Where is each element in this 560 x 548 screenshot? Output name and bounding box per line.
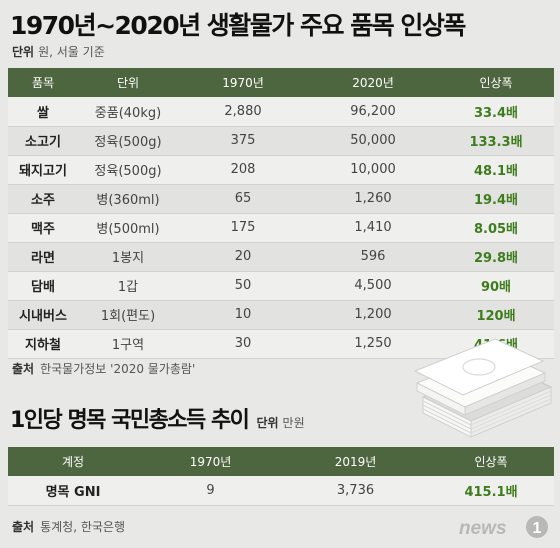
header-2020: 2020년	[308, 68, 438, 97]
source-note-gni: 출처 통계청, 한국은행	[12, 518, 125, 535]
row-1970: 30	[178, 329, 308, 359]
gni-table-header: 계정 1970년 2019년 인상폭	[8, 447, 554, 476]
table-row: 라면 1봉지 20 596 29.8배	[8, 242, 554, 272]
table-row: 돼지고기 정육(500g) 208 10,000 48.1배	[8, 155, 554, 185]
table-row: 시내버스 1회(편도) 10 1,200 120배	[8, 300, 554, 330]
source-value: 통계청, 한국은행	[40, 520, 126, 534]
row-unit: 정육(500g)	[78, 126, 178, 156]
row-1970: 175	[178, 213, 308, 243]
source-value: 한국물가정보 '2020 물가총람'	[40, 362, 196, 376]
row-unit: 1회(편도)	[78, 300, 178, 330]
unit-note: 단위 원, 서울 기준	[12, 43, 105, 60]
header-item: 품목	[8, 68, 78, 97]
row-unit: 병(360ml)	[78, 184, 178, 214]
row-unit: 1갑	[78, 271, 178, 301]
row-ratio: 133.3배	[438, 126, 554, 156]
row-unit: 중품(40kg)	[78, 97, 178, 127]
unit-value: 원, 서울 기준	[38, 45, 105, 59]
row-ratio: 48.1배	[438, 155, 554, 185]
row-item: 라면	[8, 242, 78, 272]
row-2020: 4,500	[308, 271, 438, 301]
section-title-gni: 1인당 명목 국민총소득 추이 단위 만원	[10, 402, 305, 434]
row-2020: 50,000	[308, 126, 438, 156]
row-ratio: 120배	[438, 300, 554, 330]
gni-unit-value: 만원	[282, 416, 305, 430]
source-note: 출처 한국물가정보 '2020 물가총람'	[12, 360, 195, 377]
row-1970: 65	[178, 184, 308, 214]
row-1970: 20	[178, 242, 308, 272]
row-account: 명목 GNI	[8, 476, 138, 506]
row-2019: 3,736	[283, 476, 428, 506]
row-item: 소주	[8, 184, 78, 214]
header-ratio: 인상폭	[438, 68, 554, 97]
table-row: 소주 병(360ml) 65 1,260 19.4배	[8, 184, 554, 214]
row-ratio: 29.8배	[438, 242, 554, 272]
row-1970: 50	[178, 271, 308, 301]
row-2020: 596	[308, 242, 438, 272]
banknote-stack-illustration	[413, 338, 553, 438]
row-ratio: 19.4배	[438, 184, 554, 214]
row-ratio: 33.4배	[438, 97, 554, 127]
row-2020: 1,200	[308, 300, 438, 330]
row-1970: 375	[178, 126, 308, 156]
row-1970: 208	[178, 155, 308, 185]
row-item: 소고기	[8, 126, 78, 156]
row-2020: 96,200	[308, 97, 438, 127]
gni-title-text: 1인당 명목 국민총소득 추이	[10, 408, 250, 433]
row-2020: 1,260	[308, 184, 438, 214]
row-unit: 1봉지	[78, 242, 178, 272]
header-1970: 1970년	[178, 68, 308, 97]
row-ratio: 415.1배	[428, 476, 554, 506]
table-row: 맥주 병(500ml) 175 1,410 8.05배	[8, 213, 554, 243]
unit-label: 단위	[12, 45, 35, 59]
table-row: 소고기 정육(500g) 375 50,000 133.3배	[8, 126, 554, 156]
price-table: 품목 단위 1970년 2020년 인상폭 쌀 중품(40kg) 2,880 9…	[8, 68, 554, 359]
row-item: 담배	[8, 271, 78, 301]
gni-unit-label: 단위	[256, 416, 279, 430]
source-label: 출처	[12, 362, 35, 376]
logo-circle-icon	[526, 516, 548, 538]
row-unit: 병(500ml)	[78, 213, 178, 243]
gni-table: 계정 1970년 2019년 인상폭 명목 GNI 9 3,736 415.1배	[8, 447, 554, 506]
row-ratio: 8.05배	[438, 213, 554, 243]
row-unit: 정육(500g)	[78, 155, 178, 185]
logo-text: news	[459, 518, 507, 539]
header-account: 계정	[8, 447, 138, 476]
row-ratio: 90배	[438, 271, 554, 301]
row-2020: 1,410	[308, 213, 438, 243]
header-1970: 1970년	[138, 447, 283, 476]
row-item: 지하철	[8, 329, 78, 359]
row-1970: 10	[178, 300, 308, 330]
row-item: 시내버스	[8, 300, 78, 330]
price-table-header: 품목 단위 1970년 2020년 인상폭	[8, 68, 554, 97]
header-ratio: 인상폭	[428, 447, 554, 476]
row-2020: 1,250	[308, 329, 438, 359]
logo-mark: 1	[533, 520, 542, 537]
row-item: 쌀	[8, 97, 78, 127]
page-title: 1970년~2020년 생활물가 주요 품목 인상폭	[10, 11, 466, 40]
table-row: 명목 GNI 9 3,736 415.1배	[8, 476, 554, 506]
row-unit: 1구역	[78, 329, 178, 359]
table-row: 쌀 중품(40kg) 2,880 96,200 33.4배	[8, 97, 554, 127]
table-row: 담배 1갑 50 4,500 90배	[8, 271, 554, 301]
row-item: 맥주	[8, 213, 78, 243]
row-1970: 2,880	[178, 97, 308, 127]
row-2020: 10,000	[308, 155, 438, 185]
row-item: 돼지고기	[8, 155, 78, 185]
gni-unit-note: 단위 만원	[256, 416, 304, 430]
source-label: 출처	[12, 520, 35, 534]
header-2019: 2019년	[283, 447, 428, 476]
banknote-stack-icon	[413, 338, 553, 438]
row-1970: 9	[138, 476, 283, 506]
news1-logo: news 1	[459, 516, 548, 539]
header-unit: 단위	[78, 68, 178, 97]
